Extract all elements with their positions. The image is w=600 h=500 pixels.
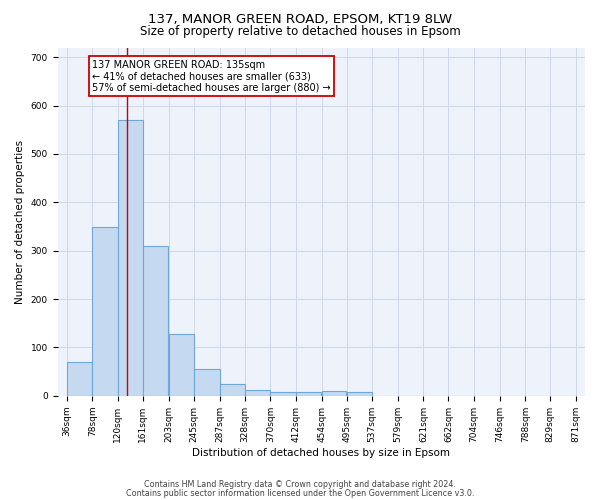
Bar [92,226,118,396]
Bar [296,392,322,396]
Bar [67,362,92,396]
Bar [245,390,270,396]
X-axis label: Distribution of detached houses by size in Epsom: Distribution of detached houses by size … [192,448,450,458]
Bar [271,392,296,396]
Text: 137, MANOR GREEN ROAD, EPSOM, KT19 8LW: 137, MANOR GREEN ROAD, EPSOM, KT19 8LW [148,12,452,26]
Bar [143,246,169,396]
Bar [322,391,346,396]
Text: Contains HM Land Registry data © Crown copyright and database right 2024.: Contains HM Land Registry data © Crown c… [144,480,456,489]
Bar [118,120,143,396]
Text: 137 MANOR GREEN ROAD: 135sqm
← 41% of detached houses are smaller (633)
57% of s: 137 MANOR GREEN ROAD: 135sqm ← 41% of de… [92,60,331,93]
Bar [220,384,245,396]
Text: Size of property relative to detached houses in Epsom: Size of property relative to detached ho… [140,25,460,38]
Text: Contains public sector information licensed under the Open Government Licence v3: Contains public sector information licen… [126,488,474,498]
Bar [347,392,372,396]
Y-axis label: Number of detached properties: Number of detached properties [15,140,25,304]
Bar [194,369,220,396]
Bar [169,334,194,396]
